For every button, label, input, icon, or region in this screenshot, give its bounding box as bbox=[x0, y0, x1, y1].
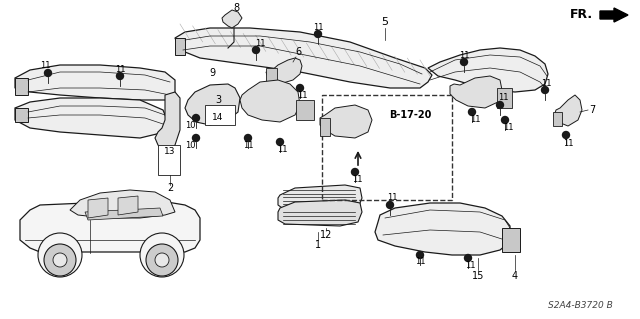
Text: 14: 14 bbox=[212, 114, 224, 122]
Circle shape bbox=[541, 86, 548, 93]
Polygon shape bbox=[185, 84, 240, 125]
Polygon shape bbox=[15, 108, 28, 122]
Text: S2A4-B3720 B: S2A4-B3720 B bbox=[548, 300, 612, 309]
Circle shape bbox=[461, 58, 467, 65]
Polygon shape bbox=[175, 38, 185, 55]
Polygon shape bbox=[20, 200, 200, 252]
Polygon shape bbox=[428, 48, 548, 92]
Circle shape bbox=[244, 135, 252, 142]
Text: 10: 10 bbox=[185, 121, 195, 130]
Text: 2: 2 bbox=[167, 183, 173, 193]
Circle shape bbox=[116, 72, 124, 79]
Polygon shape bbox=[222, 10, 242, 28]
Polygon shape bbox=[320, 105, 372, 138]
Polygon shape bbox=[554, 95, 582, 126]
Circle shape bbox=[146, 244, 178, 276]
Polygon shape bbox=[155, 92, 180, 152]
Polygon shape bbox=[240, 80, 300, 122]
Text: FR.: FR. bbox=[570, 9, 593, 21]
Text: 11: 11 bbox=[297, 92, 307, 100]
Polygon shape bbox=[502, 228, 520, 252]
Polygon shape bbox=[450, 76, 502, 108]
Circle shape bbox=[207, 77, 213, 83]
Polygon shape bbox=[70, 190, 175, 218]
Polygon shape bbox=[15, 98, 168, 138]
Text: 12: 12 bbox=[320, 230, 332, 240]
Circle shape bbox=[44, 244, 76, 276]
Circle shape bbox=[387, 202, 394, 209]
Text: 13: 13 bbox=[164, 147, 176, 157]
Text: 4: 4 bbox=[512, 271, 518, 281]
Polygon shape bbox=[118, 196, 138, 215]
Polygon shape bbox=[88, 198, 108, 218]
Polygon shape bbox=[158, 145, 180, 175]
Bar bbox=[322, 95, 452, 200]
Circle shape bbox=[502, 116, 509, 123]
Polygon shape bbox=[375, 203, 510, 255]
Polygon shape bbox=[15, 65, 175, 100]
Polygon shape bbox=[266, 58, 302, 83]
Circle shape bbox=[351, 168, 358, 175]
Circle shape bbox=[53, 253, 67, 267]
Text: B-17-20: B-17-20 bbox=[389, 110, 431, 120]
Text: 8: 8 bbox=[233, 3, 239, 13]
Text: 11: 11 bbox=[243, 140, 253, 150]
Text: 7: 7 bbox=[589, 105, 595, 115]
Text: 10: 10 bbox=[185, 140, 195, 150]
Circle shape bbox=[468, 108, 476, 115]
Text: 11: 11 bbox=[415, 257, 425, 266]
Text: 6: 6 bbox=[295, 47, 301, 57]
Polygon shape bbox=[278, 185, 362, 212]
Circle shape bbox=[563, 131, 570, 138]
Polygon shape bbox=[553, 112, 562, 126]
Polygon shape bbox=[497, 88, 512, 108]
Text: 11: 11 bbox=[115, 64, 125, 73]
Text: 11: 11 bbox=[352, 174, 362, 183]
Polygon shape bbox=[296, 100, 314, 120]
Text: 11: 11 bbox=[387, 194, 397, 203]
Text: 11: 11 bbox=[470, 115, 480, 123]
Text: 11: 11 bbox=[313, 23, 323, 32]
Circle shape bbox=[155, 253, 169, 267]
Circle shape bbox=[465, 255, 472, 262]
Polygon shape bbox=[85, 208, 163, 220]
Text: 11: 11 bbox=[503, 122, 513, 131]
Text: 11: 11 bbox=[40, 62, 51, 70]
Text: 5: 5 bbox=[381, 17, 388, 27]
Circle shape bbox=[276, 138, 284, 145]
Text: 11: 11 bbox=[541, 78, 551, 87]
Text: 15: 15 bbox=[472, 271, 484, 281]
Circle shape bbox=[296, 85, 303, 92]
Circle shape bbox=[193, 135, 200, 142]
Text: 11: 11 bbox=[276, 145, 287, 153]
Circle shape bbox=[38, 233, 82, 277]
Circle shape bbox=[417, 251, 424, 258]
Polygon shape bbox=[320, 118, 330, 136]
Text: 9: 9 bbox=[209, 68, 215, 78]
Circle shape bbox=[497, 101, 504, 108]
Polygon shape bbox=[205, 105, 235, 125]
Text: 11: 11 bbox=[563, 138, 573, 147]
Polygon shape bbox=[278, 200, 362, 226]
Text: 11: 11 bbox=[459, 50, 469, 60]
Text: 11: 11 bbox=[255, 39, 265, 48]
Text: 11: 11 bbox=[465, 261, 476, 270]
Circle shape bbox=[253, 47, 259, 54]
Polygon shape bbox=[175, 28, 432, 88]
FancyArrow shape bbox=[600, 8, 628, 22]
Text: 3: 3 bbox=[215, 95, 221, 105]
Circle shape bbox=[45, 70, 51, 77]
Polygon shape bbox=[266, 68, 277, 82]
Text: 1: 1 bbox=[315, 240, 321, 250]
Circle shape bbox=[193, 115, 200, 122]
Circle shape bbox=[140, 233, 184, 277]
Circle shape bbox=[314, 31, 321, 38]
Polygon shape bbox=[15, 78, 28, 95]
Text: 11: 11 bbox=[498, 93, 508, 102]
